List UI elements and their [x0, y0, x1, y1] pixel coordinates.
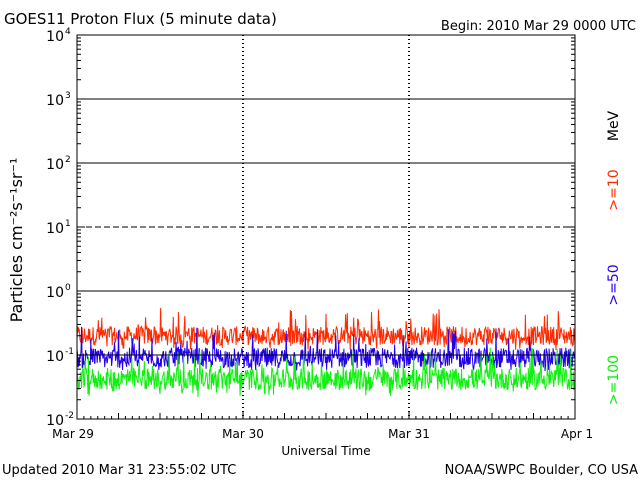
x-axis-label: Universal Time — [281, 444, 370, 458]
y-tick-exponent: -2 — [65, 411, 74, 421]
y-tick-exponent: 0 — [65, 283, 71, 293]
legend-series-2: >=100 — [606, 355, 622, 405]
series-line-0 — [76, 307, 576, 350]
y-tick-exponent: -1 — [65, 347, 74, 357]
x-tick-label: Mar 31 — [388, 427, 430, 441]
legend-series-0: >=10 — [606, 169, 622, 210]
y-tick-label: 10 — [46, 157, 64, 173]
chart-title: GOES11 Proton Flux (5 minute data) — [4, 10, 277, 28]
x-tick-label: Mar 30 — [222, 427, 264, 441]
x-axis-ticks: Mar 29 Mar 30 Mar 31 Apr 1 — [52, 411, 593, 441]
series-line-2 — [76, 347, 576, 398]
series-layer — [76, 307, 576, 398]
y-tick-exponent: 1 — [65, 219, 71, 229]
x-tick-label: Apr 1 — [561, 427, 593, 441]
y-tick-exponent: 3 — [65, 91, 71, 101]
y-tick-exponent: 2 — [65, 155, 71, 165]
x-tick-label: Mar 29 — [52, 427, 94, 441]
legend: MeV >=10 >=50 >=100 — [606, 110, 622, 405]
updated-label: Updated 2010 Mar 31 23:55:02 UTC — [2, 463, 236, 478]
y-axis-label: Particles cm⁻²s⁻¹sr⁻¹ — [7, 158, 26, 323]
credit-label: NOAA/SWPC Boulder, CO USA — [445, 463, 638, 478]
y-tick-label: 10 — [46, 413, 64, 429]
y-tick-exponent: 4 — [65, 27, 71, 37]
legend-unit: MeV — [606, 110, 622, 141]
y-tick-label: 10 — [46, 285, 64, 301]
legend-series-1: >=50 — [606, 264, 622, 305]
y-tick-label: 10 — [46, 221, 64, 237]
y-tick-label: 10 — [46, 93, 64, 109]
y-tick-label: 10 — [46, 29, 64, 45]
begin-label: Begin: 2010 Mar 29 0000 UTC — [441, 19, 636, 34]
y-tick-label: 10 — [46, 349, 64, 365]
grid-layer — [77, 35, 575, 419]
